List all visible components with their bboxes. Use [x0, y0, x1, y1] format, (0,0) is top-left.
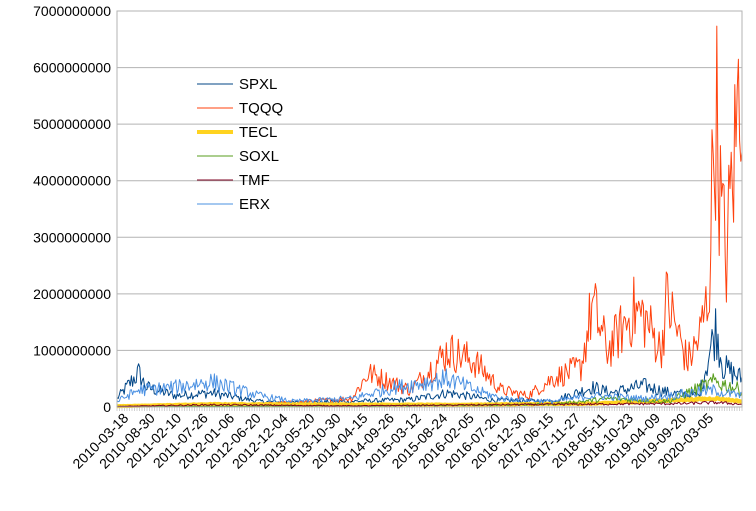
series-line-tmf	[116, 400, 743, 408]
y-tick-label: 6000000000	[33, 60, 111, 76]
series-line-spxl	[116, 308, 743, 405]
plot-border	[116, 10, 743, 408]
y-tick-label: 2000000000	[33, 286, 111, 302]
legend-label: TQQQ	[239, 100, 283, 117]
series-line-erx	[116, 368, 742, 404]
legend-label: TMF	[239, 172, 270, 189]
y-tick-label: 7000000000	[33, 3, 111, 19]
x-tick-marks	[116, 407, 743, 411]
y-tick-label: 4000000000	[33, 173, 111, 189]
y-tick-label: 3000000000	[33, 229, 111, 245]
legend-label: TECL	[239, 124, 277, 141]
gridlines	[117, 10, 742, 408]
legend-label: ERX	[239, 196, 270, 213]
legend: SPXL TQQQ TECL SOXL TMF ERX	[197, 76, 283, 213]
x-tick-labels: 2010-03-182010-08-302011-02-102011-07-26…	[69, 410, 716, 472]
series-line-tqqq	[116, 25, 743, 407]
legend-label: SOXL	[239, 148, 279, 165]
series-lines	[116, 25, 743, 409]
y-tick-label: 0	[103, 399, 111, 415]
y-tick-label: 1000000000	[33, 342, 111, 358]
y-tick-labels: 0 1000000000 2000000000 3000000000 400000000…	[33, 3, 111, 415]
axes	[116, 10, 743, 408]
y-tick-label: 5000000000	[33, 116, 111, 132]
legend-label: SPXL	[239, 76, 277, 93]
